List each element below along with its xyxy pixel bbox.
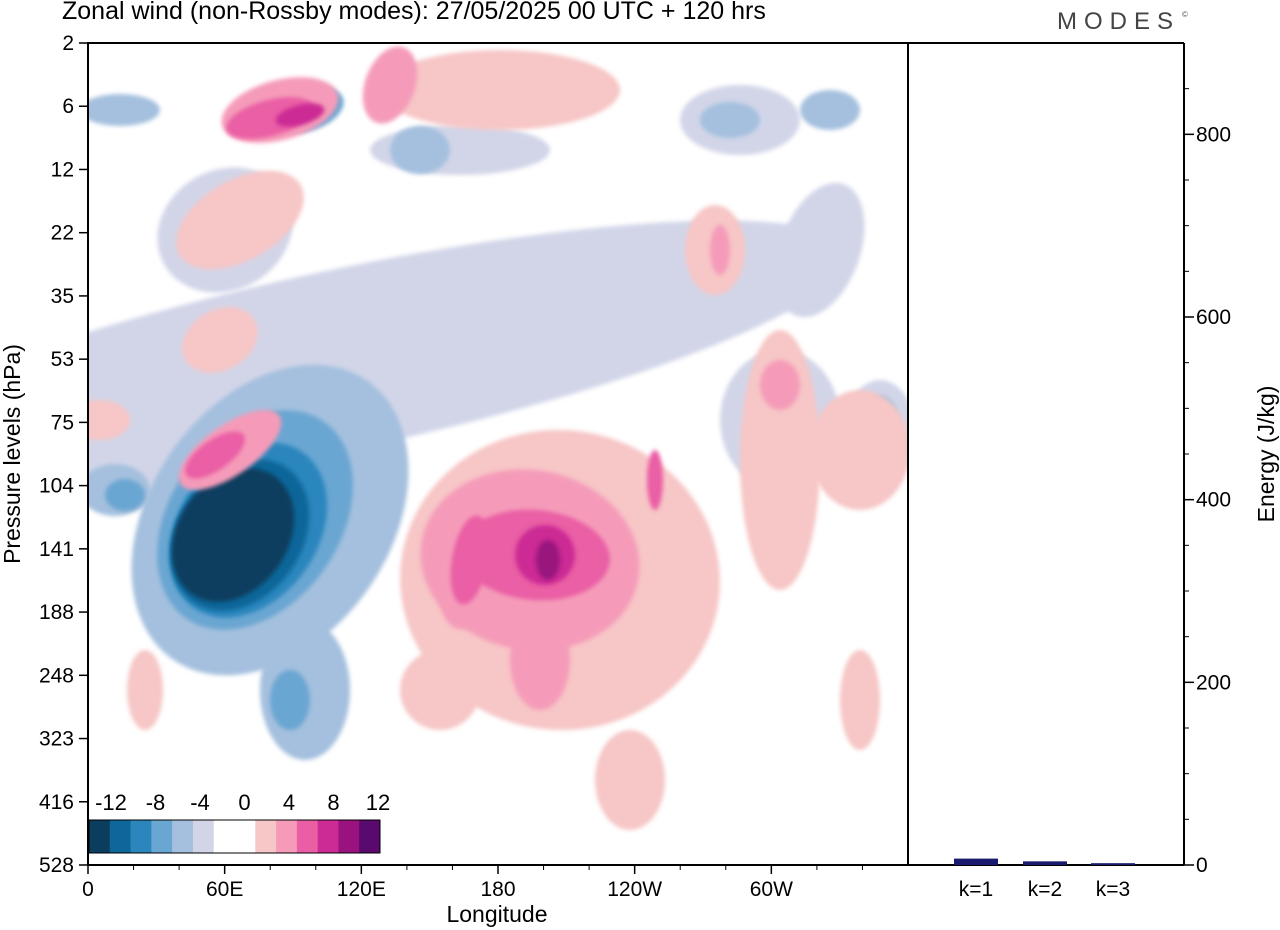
x-tick-label: 120E xyxy=(337,878,386,901)
x-tick-label: 60W xyxy=(750,878,793,901)
contour-region xyxy=(450,515,490,605)
energy-tick-label: 800 xyxy=(1196,123,1231,146)
energy-tick-label: 200 xyxy=(1196,671,1231,694)
y-tick-label: 141 xyxy=(39,538,74,561)
contour-region xyxy=(775,182,865,318)
colorbar-swatch xyxy=(130,820,152,853)
energy-tick-label: 0 xyxy=(1196,854,1208,877)
x-tick-label: 0 xyxy=(82,878,94,901)
colorbar-swatch xyxy=(109,820,131,853)
chart-title: Zonal wind (non-Rossby modes): 27/05/202… xyxy=(62,0,766,25)
colorbar-frame xyxy=(88,819,381,854)
colorbar-swatch xyxy=(255,820,277,853)
contour-region xyxy=(270,670,310,730)
colorbar-swatch xyxy=(359,820,381,853)
contour-region xyxy=(840,650,880,750)
contour-region xyxy=(647,450,663,510)
contour-region xyxy=(400,650,480,730)
energy-axis: 0 200 400 600 800 xyxy=(1184,88,1231,877)
brand-logo: MODES xyxy=(1057,8,1181,35)
y-tick-label: 104 xyxy=(39,475,74,498)
energy-bar-label: k=1 xyxy=(959,878,993,901)
contour-region xyxy=(710,225,730,275)
brand-registered-mark: © xyxy=(1182,10,1188,19)
contour-region xyxy=(800,90,860,130)
energy-tick-label: 400 xyxy=(1196,489,1231,512)
colorbar-label: -4 xyxy=(190,790,210,815)
contour-region xyxy=(127,650,163,730)
contour-region xyxy=(510,610,570,710)
x-tick-label: 120W xyxy=(607,878,662,901)
contour-region xyxy=(176,170,304,270)
contour-region xyxy=(185,431,245,479)
energy-bar-label: k=2 xyxy=(1028,878,1062,901)
y-tick-label: 6 xyxy=(62,95,74,118)
colorbar-swatch xyxy=(338,820,360,853)
contour-region xyxy=(182,307,258,373)
contour-region xyxy=(536,540,560,580)
y-tick-label: 53 xyxy=(51,348,74,371)
colorbar-swatch xyxy=(89,820,111,853)
y-tick-label: 75 xyxy=(51,411,74,434)
contour-region xyxy=(88,220,849,500)
colorbar-label: 4 xyxy=(283,790,295,815)
x-tick-label: 180 xyxy=(480,878,515,901)
heatmap-contours xyxy=(88,46,908,830)
colorbar-swatch xyxy=(151,820,173,853)
contour-region xyxy=(740,330,820,590)
contour-region xyxy=(362,46,418,124)
y-tick-label: 248 xyxy=(39,664,74,687)
contour-region xyxy=(810,390,908,510)
colorbar-swatch xyxy=(296,820,319,853)
colorbar-swatch xyxy=(172,820,194,853)
energy-axis-title: Energy (J/kg) xyxy=(1253,386,1279,523)
colorbar-swatch xyxy=(317,820,339,853)
colorbar-swatch xyxy=(234,820,256,853)
colorbar-label: 0 xyxy=(238,790,250,815)
x-tick-label: 60E xyxy=(206,878,243,901)
contour-region xyxy=(390,126,450,174)
contour-region xyxy=(88,94,160,126)
contour-region xyxy=(171,468,295,602)
energy-bar xyxy=(1091,863,1135,865)
energy-bar-label: k=3 xyxy=(1096,878,1130,901)
energy-bars: k=1 k=2 k=3 xyxy=(954,858,1135,901)
energy-bar xyxy=(1023,861,1067,865)
contour-region xyxy=(88,400,130,440)
colorbar-swatch xyxy=(276,820,298,853)
colorbar: -12 -8 -4 0 4 8 12 xyxy=(88,790,390,854)
y-tick-label: 2 xyxy=(62,32,74,55)
y-tick-label: 22 xyxy=(51,222,74,245)
colorbar-label: 8 xyxy=(327,790,339,815)
contour-region xyxy=(700,102,760,138)
colorbar-swatch xyxy=(192,820,215,853)
colorbar-swatch xyxy=(213,820,235,853)
energy-bar xyxy=(954,858,998,865)
y-tick-label: 528 xyxy=(39,854,74,877)
contour-region xyxy=(270,290,330,370)
x-axis: 0 60E 120E 180 120W 60W xyxy=(82,865,863,901)
energy-tick-label: 600 xyxy=(1196,306,1231,329)
y-tick-label: 12 xyxy=(51,158,74,181)
y-tick-label: 416 xyxy=(39,791,74,814)
contour-region xyxy=(380,50,620,130)
contour-region xyxy=(595,730,665,830)
contour-region xyxy=(105,479,145,511)
contour-region xyxy=(760,360,800,410)
y-axis: 2 6 12 22 35 53 75 104 141 188 248 323 416 528 xyxy=(39,32,88,877)
colorbar-label: 12 xyxy=(366,790,390,815)
y-tick-label: 188 xyxy=(39,601,74,624)
x-axis-title: Longitude xyxy=(446,901,547,927)
colorbar-label: -8 xyxy=(146,790,166,815)
y-tick-label: 35 xyxy=(51,285,74,308)
y-axis-title: Pressure levels (hPa) xyxy=(0,344,25,564)
colorbar-label: -12 xyxy=(95,790,127,815)
contour-region xyxy=(275,103,325,127)
y-tick-label: 323 xyxy=(39,728,74,751)
